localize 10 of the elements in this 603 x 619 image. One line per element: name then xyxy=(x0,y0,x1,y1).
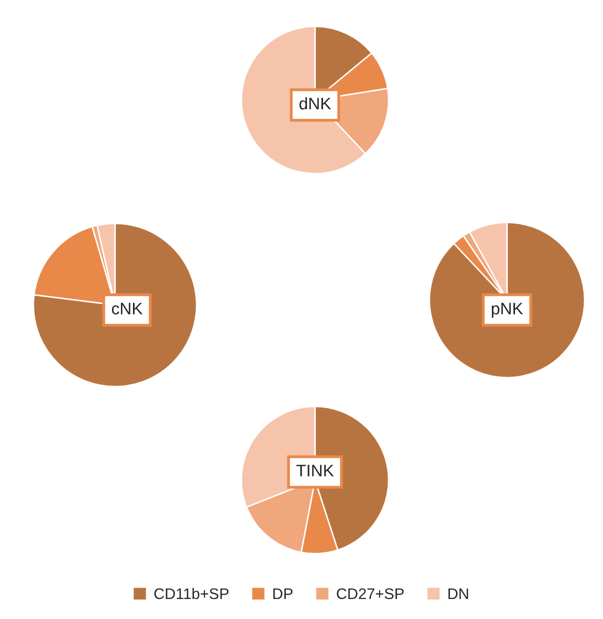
text: pNK xyxy=(492,302,524,318)
pie-slice xyxy=(32,222,198,388)
text: cNK xyxy=(112,302,143,314)
legend-label: DN xyxy=(448,588,468,599)
legend-label: CD11b+SP xyxy=(154,588,228,600)
text: TINK xyxy=(296,464,334,476)
legend-label: DP xyxy=(273,588,292,599)
legend-label: CD27+SP xyxy=(336,588,404,600)
pie-slice xyxy=(428,222,586,378)
text: dNK xyxy=(299,97,332,110)
